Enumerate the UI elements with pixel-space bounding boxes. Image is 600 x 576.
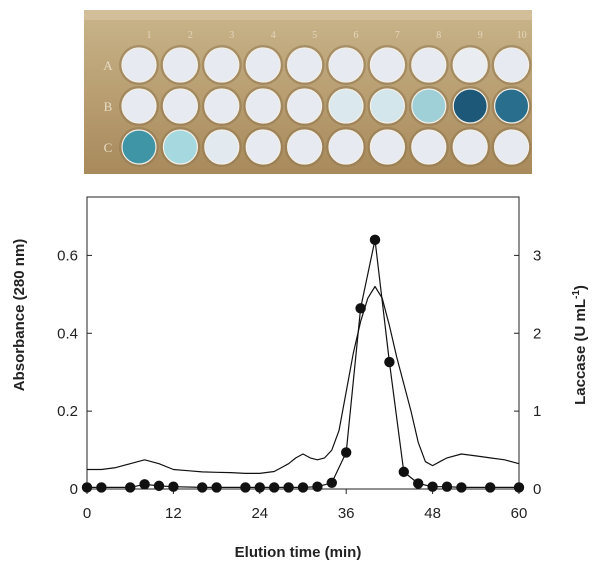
plate-well bbox=[452, 47, 488, 83]
laccase-point bbox=[269, 482, 280, 493]
plate-well bbox=[369, 129, 405, 165]
laccase-line bbox=[87, 239, 519, 488]
y-axis-left-title: Absorbance (280 nm) bbox=[11, 239, 28, 392]
plate-well bbox=[204, 88, 240, 124]
laccase-point bbox=[240, 482, 251, 493]
plate-well bbox=[204, 47, 240, 83]
plate-well bbox=[411, 88, 447, 124]
laccase-point bbox=[355, 303, 366, 314]
plate-well bbox=[494, 47, 530, 83]
plate-column-label: 7 bbox=[395, 30, 400, 41]
plate-column-label: 2 bbox=[188, 30, 193, 41]
plate-well bbox=[287, 47, 323, 83]
plate-well bbox=[369, 88, 405, 124]
y-right-tick-label: 2 bbox=[533, 325, 541, 342]
laccase-point bbox=[139, 479, 150, 490]
laccase-point bbox=[456, 482, 467, 493]
plate-well bbox=[452, 88, 488, 124]
laccase-point bbox=[96, 482, 107, 493]
plate-column-label: 5 bbox=[312, 30, 317, 41]
plate-well bbox=[411, 129, 447, 165]
plate-well bbox=[121, 47, 157, 83]
plate-well bbox=[452, 129, 488, 165]
plate-well bbox=[245, 47, 281, 83]
y-right-tick-label: 0 bbox=[533, 481, 541, 498]
plate-well bbox=[494, 129, 530, 165]
y-axis-right-title-sup: -1 bbox=[571, 290, 582, 299]
laccase-point bbox=[326, 477, 337, 488]
x-axis-title: Elution time (min) bbox=[235, 544, 362, 561]
plate-well bbox=[369, 47, 405, 83]
laccase-point bbox=[398, 466, 409, 478]
plate-well bbox=[121, 129, 157, 165]
laccase-point bbox=[384, 356, 395, 368]
laccase-point bbox=[153, 480, 165, 492]
y-right-tick-label: 3 bbox=[533, 247, 541, 264]
x-tick-label: 24 bbox=[251, 505, 268, 522]
y-axis-right-title-main: Laccase (U mL bbox=[572, 299, 589, 405]
plate-column-label: 3 bbox=[229, 30, 234, 41]
plate-well bbox=[162, 47, 199, 83]
x-tick-label: 36 bbox=[338, 505, 355, 522]
laccase-point bbox=[283, 482, 294, 493]
plate-column-label: 4 bbox=[271, 30, 276, 41]
laccase-point bbox=[312, 481, 323, 492]
laccase-point bbox=[254, 482, 265, 493]
y-left-tick-label: 0.4 bbox=[57, 325, 78, 342]
plate-well bbox=[287, 88, 323, 124]
plate-top-rim bbox=[84, 10, 532, 20]
microplate-image: A B C 1 2 3 4 5 6 7 8 9 10 bbox=[84, 10, 532, 174]
plate-well bbox=[328, 129, 364, 165]
y-left-tick-label: 0.2 bbox=[57, 403, 78, 420]
laccase-point bbox=[441, 481, 453, 492]
laccase-point bbox=[369, 234, 381, 246]
laccase-point bbox=[341, 447, 352, 458]
laccase-point bbox=[81, 482, 93, 493]
x-tick-label: 60 bbox=[511, 505, 528, 522]
y-axis-right-title: Laccase (U mL-1) bbox=[571, 285, 589, 405]
laccase-point bbox=[413, 478, 424, 489]
plate-row-label: B bbox=[104, 99, 113, 114]
x-tick-label: 48 bbox=[424, 505, 441, 522]
plate-well bbox=[287, 129, 323, 165]
x-tick-label: 12 bbox=[165, 505, 182, 522]
plate-well bbox=[328, 47, 364, 83]
laccase-series bbox=[81, 234, 525, 493]
plate-column-label: 10 bbox=[517, 30, 527, 41]
laccase-point bbox=[168, 481, 179, 492]
laccase-point bbox=[125, 482, 136, 493]
plate-well bbox=[162, 88, 199, 124]
laccase-point bbox=[485, 482, 496, 493]
x-tick-label: 0 bbox=[83, 505, 91, 522]
plate-well bbox=[204, 129, 240, 165]
y-right-tick-label: 1 bbox=[533, 403, 541, 420]
y-left-tick-label: 0.6 bbox=[57, 247, 78, 264]
laccase-point bbox=[297, 482, 309, 493]
plate-well bbox=[162, 129, 199, 165]
y-axis-right-title-close: ) bbox=[572, 285, 589, 290]
laccase-point bbox=[513, 482, 525, 493]
plate-well bbox=[494, 88, 530, 124]
absorbance-line bbox=[87, 285, 520, 474]
plate-well bbox=[245, 129, 281, 165]
plate-well bbox=[328, 88, 364, 124]
plate-row-label: A bbox=[103, 58, 113, 73]
laccase-point bbox=[197, 482, 208, 493]
plate-column-label: 9 bbox=[478, 30, 483, 41]
absorbance-series bbox=[87, 285, 520, 474]
plate-well bbox=[245, 88, 281, 124]
plate-column-label: 8 bbox=[436, 30, 441, 41]
plate-well bbox=[411, 47, 447, 83]
microplate-photo: A B C 1 2 3 4 5 6 7 8 9 10 bbox=[84, 10, 532, 174]
laccase-point bbox=[427, 481, 438, 492]
laccase-point bbox=[211, 482, 222, 493]
y-left-tick-label: 0 bbox=[70, 481, 78, 498]
plate-column-label: 1 bbox=[147, 30, 152, 41]
plot-frame bbox=[86, 196, 520, 490]
plate-well bbox=[121, 88, 157, 124]
plate-row-label: C bbox=[104, 140, 113, 155]
plate-column-label: 6 bbox=[354, 30, 359, 41]
